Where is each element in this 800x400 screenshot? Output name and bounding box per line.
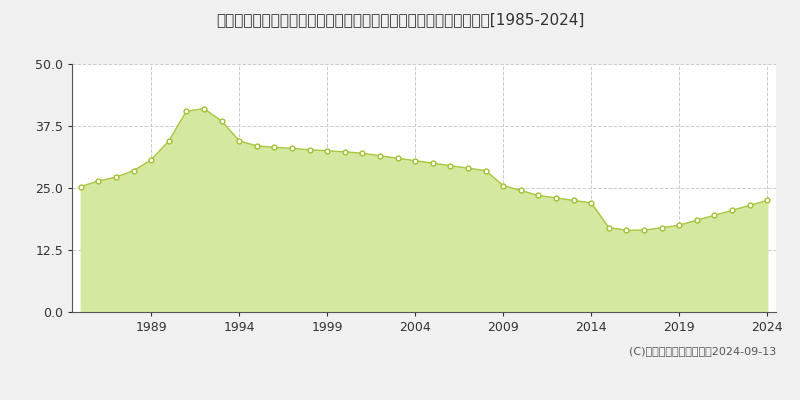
Text: (C)土地価格ドットコム　2024-09-13: (C)土地価格ドットコム 2024-09-13: [629, 346, 776, 356]
Text: 広島県広島市安佐南区緑井８丁目８４８番３　地価公示　地価推移[1985-2024]: 広島県広島市安佐南区緑井８丁目８４８番３ 地価公示 地価推移[1985-2024…: [216, 12, 584, 27]
